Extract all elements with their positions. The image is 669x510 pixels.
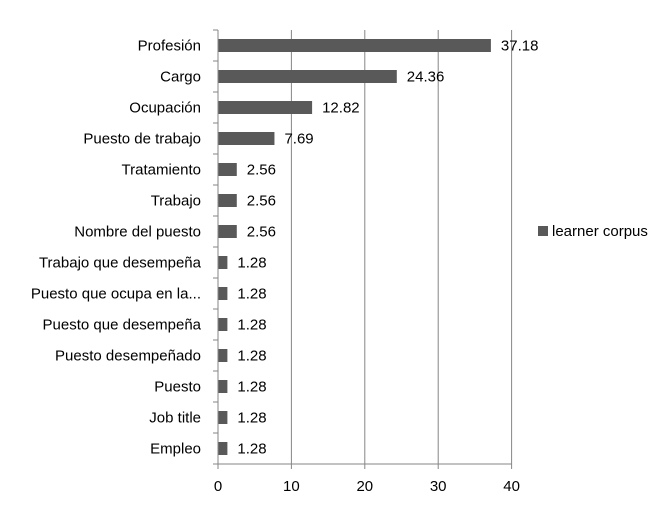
category-label: Puesto que ocupa en la... <box>31 286 201 303</box>
axes <box>213 29 513 469</box>
bar-6 <box>218 225 237 238</box>
bar-5 <box>218 194 237 207</box>
category-label: Puesto que desempeña <box>43 317 202 334</box>
category-label: Nombre del puesto <box>74 224 201 241</box>
data-label: 2.56 <box>247 162 276 179</box>
data-label: 1.28 <box>237 410 266 427</box>
bar-4 <box>218 163 237 176</box>
data-label: 7.69 <box>284 131 313 148</box>
data-label: 1.28 <box>237 379 266 396</box>
category-label: Profesión <box>138 38 201 55</box>
data-label: 1.28 <box>237 441 266 458</box>
bar-0 <box>218 39 491 52</box>
x-tick-label: 10 <box>283 478 300 495</box>
legend-swatch <box>538 226 548 236</box>
category-label: Trabajo <box>151 193 201 210</box>
legend: learner corpus <box>538 223 648 240</box>
category-label: Trabajo que desempeña <box>39 255 202 272</box>
data-label: 1.28 <box>237 317 266 334</box>
labels: 0 10 20 30 40 Profesión 37.18 Cargo 24.36 Ocupaci… <box>31 38 539 496</box>
gridlines <box>290 30 513 464</box>
category-label: Puesto desempeñado <box>55 348 201 365</box>
bar-3 <box>218 132 275 145</box>
bar-11 <box>218 380 228 393</box>
bar-10 <box>218 349 228 362</box>
x-tick-label: 40 <box>503 478 520 495</box>
data-label: 1.28 <box>237 286 266 303</box>
x-tick-label: 20 <box>356 478 373 495</box>
data-label: 1.28 <box>237 255 266 272</box>
category-label: Tratamiento <box>122 162 201 179</box>
category-label: Empleo <box>150 441 201 458</box>
data-label: 37.18 <box>501 38 539 55</box>
data-label: 2.56 <box>247 193 276 210</box>
bars <box>218 39 491 455</box>
bar-2 <box>218 101 313 114</box>
category-label: Puesto <box>154 379 201 396</box>
data-label: 2.56 <box>247 224 276 241</box>
category-label: Ocupación <box>129 100 201 117</box>
legend-label: learner corpus <box>552 223 648 240</box>
bar-12 <box>218 411 228 424</box>
category-label: Cargo <box>160 69 201 86</box>
data-label: 24.36 <box>407 69 445 86</box>
data-label: 1.28 <box>237 348 266 365</box>
category-label: Puesto de trabajo <box>83 131 201 148</box>
category-label: Job title <box>149 410 201 427</box>
x-tick-label: 30 <box>430 478 447 495</box>
data-label: 12.82 <box>322 100 360 117</box>
bar-8 <box>218 287 228 300</box>
bar-13 <box>218 442 228 455</box>
bar-1 <box>218 70 397 83</box>
bar-9 <box>218 318 228 331</box>
x-tick-label: 0 <box>214 478 222 495</box>
bar-7 <box>218 256 228 269</box>
